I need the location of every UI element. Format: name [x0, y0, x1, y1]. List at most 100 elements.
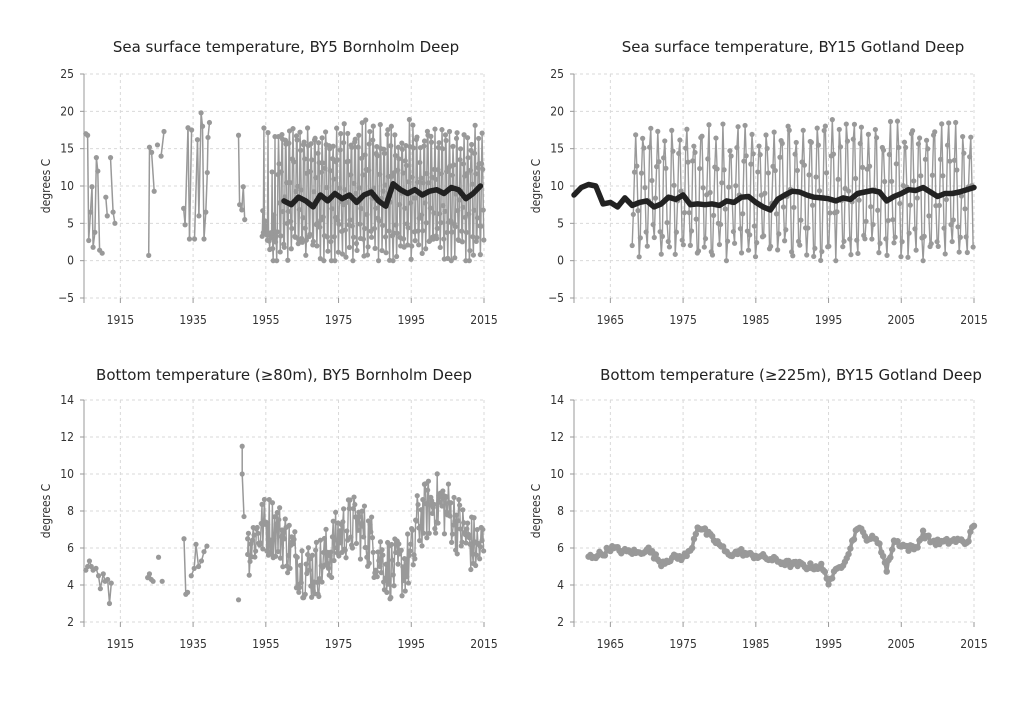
data-point	[306, 567, 312, 573]
data-point	[447, 513, 453, 519]
data-point	[692, 149, 698, 156]
data-point	[417, 538, 423, 544]
data-point	[316, 140, 322, 146]
data-point	[336, 185, 343, 191]
data-point	[288, 218, 294, 224]
data-point	[440, 488, 446, 494]
data-point	[897, 200, 903, 207]
data-point	[86, 558, 93, 564]
data-point	[356, 132, 362, 138]
data-point	[273, 553, 279, 559]
data-point	[417, 523, 424, 530]
data-point	[390, 572, 396, 578]
data-point	[868, 204, 874, 210]
data-point	[400, 236, 407, 242]
data-point	[332, 537, 338, 543]
y-tick-label: 12	[60, 430, 74, 444]
data-point	[432, 176, 439, 182]
y-tick-label: 25	[550, 67, 564, 81]
gridlines	[84, 73, 485, 299]
data-point	[293, 133, 300, 139]
data-point	[473, 171, 479, 177]
data-point	[347, 497, 353, 503]
series-gray	[585, 522, 978, 588]
data-point	[313, 547, 319, 553]
data-point	[964, 249, 970, 256]
y-tick-label: 6	[557, 541, 564, 555]
data-point	[650, 221, 656, 228]
data-point	[294, 137, 300, 143]
data-point	[643, 229, 649, 235]
data-point	[428, 139, 435, 145]
data-point	[828, 575, 836, 582]
data-point	[391, 583, 397, 589]
data-point	[936, 202, 942, 209]
data-point	[382, 234, 389, 240]
data-point	[825, 581, 832, 588]
data-point	[426, 530, 432, 536]
data-point	[249, 537, 256, 543]
data-point	[665, 238, 671, 245]
data-point	[822, 123, 828, 129]
data-point	[910, 128, 916, 134]
data-point	[399, 593, 405, 599]
data-point	[449, 172, 456, 178]
data-point	[912, 226, 918, 232]
data-point	[293, 188, 299, 195]
data-point	[334, 125, 340, 131]
data-point	[728, 153, 734, 159]
data-point	[915, 141, 922, 147]
data-point	[412, 556, 418, 562]
data-point	[894, 118, 901, 124]
data-point	[399, 140, 405, 146]
data-point	[296, 206, 303, 213]
data-point	[408, 256, 414, 262]
data-point	[388, 123, 394, 129]
data-point	[95, 168, 101, 174]
data-point	[328, 549, 334, 555]
data-point	[382, 182, 388, 188]
series-line	[87, 212, 92, 241]
series-line	[97, 171, 101, 251]
data-point	[418, 175, 424, 181]
data-point	[454, 551, 460, 557]
data-point	[670, 148, 676, 154]
data-point	[948, 222, 954, 228]
data-point	[285, 208, 291, 214]
data-point	[440, 202, 446, 209]
data-point	[269, 169, 275, 175]
data-point	[461, 520, 467, 526]
data-point	[437, 244, 443, 251]
data-point	[405, 580, 412, 586]
data-point	[402, 158, 408, 164]
data-point	[189, 127, 195, 133]
data-point	[395, 167, 401, 173]
data-point	[456, 496, 462, 503]
data-point	[272, 514, 278, 520]
data-point	[367, 128, 373, 135]
gridlines	[574, 399, 975, 623]
data-point	[666, 244, 673, 250]
data-point	[307, 168, 314, 175]
data-point	[898, 254, 904, 260]
data-point	[366, 560, 372, 566]
data-point	[266, 497, 272, 503]
data-point	[841, 238, 847, 244]
data-point	[688, 228, 695, 234]
data-point	[278, 233, 284, 239]
data-point	[415, 501, 421, 508]
data-point	[850, 136, 856, 142]
data-point	[751, 223, 757, 229]
data-point	[850, 536, 858, 543]
data-point	[425, 478, 432, 484]
data-point	[403, 143, 409, 149]
data-point	[433, 530, 439, 536]
data-point	[277, 505, 283, 511]
data-point	[958, 193, 965, 199]
series-line	[105, 197, 109, 216]
data-point	[883, 236, 889, 242]
data-point	[658, 251, 664, 257]
data-point	[843, 121, 849, 127]
data-point	[754, 240, 760, 246]
x-tick-label: 1935	[179, 313, 206, 327]
